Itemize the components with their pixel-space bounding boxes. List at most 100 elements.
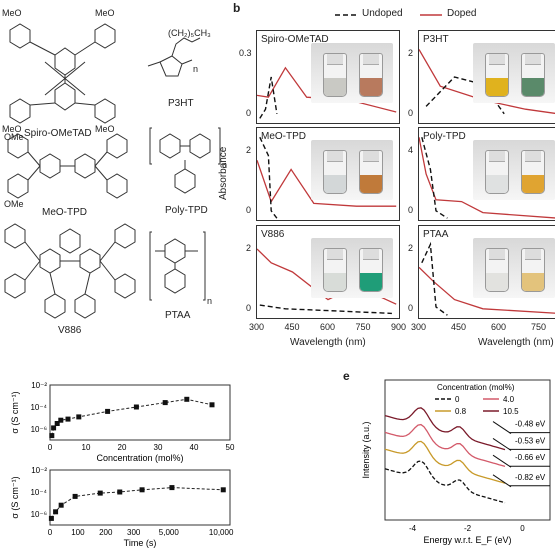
x-tick-label: 10,000 <box>209 528 234 537</box>
x-tick-label: 0 <box>48 443 53 452</box>
x-axis-label: Energy w.r.t. E_F (eV) <box>423 535 511 545</box>
data-point <box>169 485 175 491</box>
y-tick-label: 10⁻⁴ <box>30 403 47 412</box>
x-tick-label: 30 <box>154 443 163 452</box>
structure-name-spiro: Spiro-OMeTAD <box>24 128 92 139</box>
onset-tangent <box>492 421 512 435</box>
x-tick-label: 300 <box>249 322 265 332</box>
data-point <box>51 425 57 431</box>
undoped-curve <box>421 137 448 219</box>
x-tick-label: 5,000 <box>159 528 180 537</box>
x-tick-label: 300 <box>127 528 141 537</box>
absorbance-curves <box>419 137 555 219</box>
absorbance-panel: Spiro-OMeTAD <box>256 30 400 124</box>
absorbance-panel-title: Spiro-OMeTAD <box>261 34 329 45</box>
p3ht-chain-label: (CH₂)₅CH₃ <box>168 28 211 38</box>
absorbance-panel-title: MeO-TPD <box>261 131 306 142</box>
doped-vial <box>359 248 383 292</box>
x-tick-label: 600 <box>320 322 336 332</box>
legend-title: Concentration (mol%) <box>437 383 515 392</box>
x-tick-label: 50 <box>226 443 235 452</box>
x-tick-label: 10 <box>82 443 91 452</box>
onset-tangent <box>492 454 512 468</box>
doped-vial <box>359 150 383 194</box>
vial-photo <box>311 43 393 103</box>
y-axis-label: σ (S cm⁻¹) <box>10 391 20 433</box>
x-tick-label: 40 <box>190 443 199 452</box>
xlabel-right: Wavelength (nm) <box>478 337 554 348</box>
undoped-vial <box>485 248 509 292</box>
y-tick-label: 10⁻² <box>31 381 47 390</box>
y-tick-zero: 0 <box>246 303 252 313</box>
x-tick-label: 450 <box>284 322 300 332</box>
undoped-vial <box>323 248 347 292</box>
doped-vial <box>521 53 545 97</box>
y-tick-zero: 0 <box>246 205 252 215</box>
x-tick-label: 600 <box>491 322 507 332</box>
onset-tangent <box>492 474 512 488</box>
data-point <box>58 502 64 508</box>
structure-name-p3ht: P3HT <box>168 98 194 109</box>
meo-label: MeO <box>95 124 115 134</box>
absorbance-panel-title: V886 <box>261 229 285 240</box>
legend-undoped-line <box>335 14 357 16</box>
undoped-vial <box>323 53 347 97</box>
trend-line <box>51 398 213 436</box>
x-axis-label: Concentration (mol%) <box>96 453 183 463</box>
plot-frame <box>49 384 231 441</box>
undoped-vial <box>485 150 509 194</box>
y-tick-top: 2 <box>408 48 414 58</box>
data-point <box>54 421 60 426</box>
data-point <box>184 396 190 402</box>
ups-curve <box>384 460 506 504</box>
ups-curve <box>384 440 506 484</box>
undoped-curve <box>259 136 278 219</box>
panel-b-label: b <box>233 1 241 15</box>
absorbance-ylabel: Absorbance <box>218 146 229 200</box>
n-subscript: n <box>193 64 199 74</box>
vial-photo <box>473 43 555 103</box>
y-tick-label: 10⁻⁶ <box>31 510 47 519</box>
plot-frame <box>49 469 231 526</box>
absorbance-curves <box>419 241 555 316</box>
y-tick-zero: 0 <box>408 303 414 313</box>
n-subscript: n <box>207 296 213 306</box>
plot-frame <box>384 379 551 521</box>
data-point <box>97 490 103 496</box>
undoped-vial <box>323 150 347 194</box>
data-point <box>49 433 55 439</box>
legend-doped-label: Doped <box>447 8 477 19</box>
legend-label: 10.5 <box>503 407 519 416</box>
x-tick-label: 200 <box>99 528 113 537</box>
x-tick-label: -4 <box>409 524 417 533</box>
y-tick-label: 10⁻⁶ <box>31 425 47 434</box>
absorbance-panel: V886 <box>256 225 400 319</box>
ome-label: OMe <box>4 132 24 142</box>
onset-label: -0.82 eV <box>515 473 546 482</box>
x-tick-label: 450 <box>451 322 467 332</box>
structure-name-meotpd: MeO-TPD <box>42 207 87 218</box>
y-tick-zero: 0 <box>408 205 414 215</box>
data-point <box>58 417 64 423</box>
absorbance-panel-title: Poly-TPD <box>423 131 466 142</box>
x-tick-label: 900 <box>391 322 407 332</box>
onset-label: -0.48 eV <box>515 420 546 429</box>
y-tick-zero: 0 <box>408 108 414 118</box>
n-subscript: n <box>222 160 228 170</box>
ups-curve <box>384 407 506 451</box>
data-point <box>48 515 54 521</box>
legend-label: 0 <box>455 395 460 404</box>
vial-photo <box>311 140 393 200</box>
data-point <box>105 408 111 414</box>
undoped-curve <box>421 241 448 316</box>
legend-label: 0.8 <box>455 407 467 416</box>
doped-vial <box>521 248 545 292</box>
ups-plot: Concentration (mol%) 0 0.8 4.0 10.5 -0.48 eV -… <box>361 379 551 545</box>
data-point <box>209 402 215 408</box>
y-tick-label: 10⁻² <box>31 466 47 475</box>
x-tick-label: 750 <box>355 322 371 332</box>
onset-label: -0.53 eV <box>515 436 546 445</box>
onset-label: -0.66 eV <box>515 453 546 462</box>
doped-vial <box>359 53 383 97</box>
y-axis-label: σ (S cm⁻¹) <box>10 476 20 518</box>
